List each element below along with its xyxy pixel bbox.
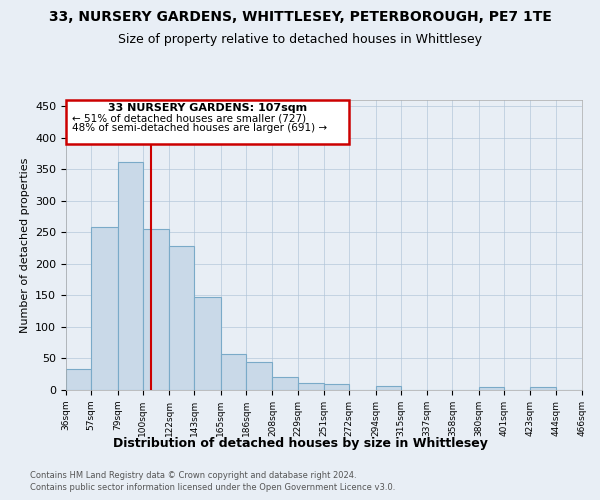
Text: Contains HM Land Registry data © Crown copyright and database right 2024.: Contains HM Land Registry data © Crown c… <box>30 471 356 480</box>
Bar <box>66 100 349 144</box>
Bar <box>272 378 298 390</box>
Bar <box>298 383 324 390</box>
Y-axis label: Number of detached properties: Number of detached properties <box>20 158 29 332</box>
Bar <box>66 369 91 390</box>
Text: ← 51% of detached houses are smaller (727): ← 51% of detached houses are smaller (72… <box>72 114 306 124</box>
Bar <box>143 229 169 390</box>
Bar <box>118 162 143 390</box>
Bar <box>91 228 118 390</box>
Bar <box>169 246 194 390</box>
Text: 48% of semi-detached houses are larger (691) →: 48% of semi-detached houses are larger (… <box>72 124 327 134</box>
Bar <box>324 384 349 390</box>
Text: Size of property relative to detached houses in Whittlesey: Size of property relative to detached ho… <box>118 32 482 46</box>
Bar <box>530 388 556 390</box>
Text: 33 NURSERY GARDENS: 107sqm: 33 NURSERY GARDENS: 107sqm <box>108 103 307 113</box>
Bar <box>221 354 246 390</box>
Text: 33, NURSERY GARDENS, WHITTLESEY, PETERBOROUGH, PE7 1TE: 33, NURSERY GARDENS, WHITTLESEY, PETERBO… <box>49 10 551 24</box>
Bar <box>376 386 401 390</box>
Text: Distribution of detached houses by size in Whittlesey: Distribution of detached houses by size … <box>113 438 487 450</box>
Bar <box>194 296 221 390</box>
Text: Contains public sector information licensed under the Open Government Licence v3: Contains public sector information licen… <box>30 484 395 492</box>
Bar <box>246 362 272 390</box>
Bar <box>479 387 504 390</box>
